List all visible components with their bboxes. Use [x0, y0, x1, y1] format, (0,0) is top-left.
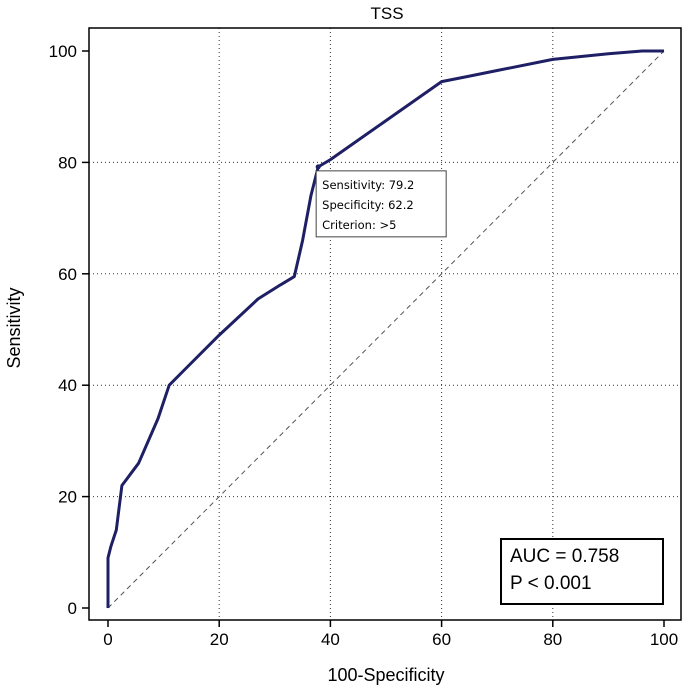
x-tick-label: 0	[103, 630, 112, 649]
y-tick-label: 100	[49, 42, 77, 61]
axis-ticks: 0 20 40 60 80 100 0 20 40 60 80 100	[49, 42, 679, 649]
annotation-specificity: Specificity: 62.2	[322, 198, 414, 212]
auc-value: AUC = 0.758	[510, 546, 619, 567]
criterion-point	[315, 164, 321, 170]
annotation-criterion: Criterion: >5	[322, 218, 396, 232]
stats-box-frame	[500, 538, 664, 605]
stats-box: AUC = 0.758 P < 0.001	[500, 538, 664, 605]
annotation-sensitivity: Sensitivity: 79.2	[322, 178, 414, 192]
y-axis-label: Sensitivity	[4, 287, 24, 368]
chart-title: TSS	[370, 4, 403, 23]
reference-diagonal	[107, 50, 665, 609]
plot-frame	[88, 27, 682, 621]
y-tick-label: 40	[58, 376, 77, 395]
y-tick-label: 60	[58, 265, 77, 284]
annotation-box	[315, 170, 447, 238]
y-tick-label: 0	[68, 599, 77, 618]
x-tick-label: 100	[650, 630, 678, 649]
y-tick-label: 20	[58, 488, 77, 507]
p-value: P < 0.001	[510, 573, 592, 594]
x-tick-label: 20	[210, 630, 229, 649]
x-tick-label: 60	[432, 630, 451, 649]
x-axis-label: 100-Specificity	[327, 665, 444, 685]
y-tick-label: 80	[58, 153, 77, 172]
x-tick-label: 40	[321, 630, 340, 649]
grid-lines	[89, 28, 681, 620]
x-tick-label: 80	[543, 630, 562, 649]
roc-curve	[106, 49, 664, 608]
criterion-annotation: Sensitivity: 79.2 Specificity: 62.2 Crit…	[315, 170, 447, 238]
